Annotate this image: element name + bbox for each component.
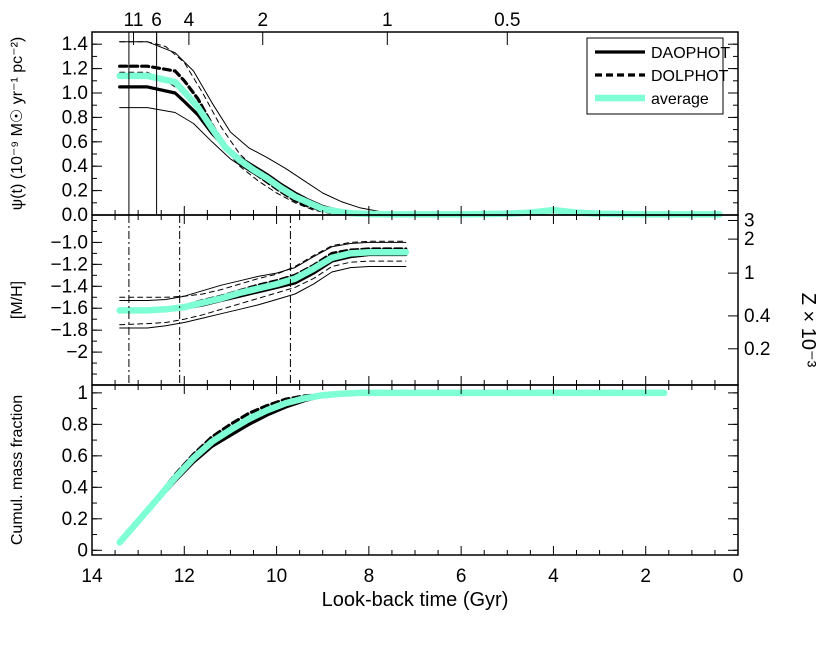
top-tick-label: 4 — [184, 10, 195, 31]
top-tick-label: 6 — [151, 10, 162, 31]
y-tick-label-sfr: 0.8 — [62, 107, 88, 128]
right-tick-label: 0.2 — [744, 339, 770, 360]
series-metallicity-average — [116, 249, 410, 314]
y-tick-label-cumulative: 0.4 — [62, 477, 89, 498]
series-cumulative-dolphot — [118, 391, 666, 544]
right-tick-label: 0.4 — [744, 306, 771, 327]
x-axis-title: Look-back time (Gyr) — [322, 589, 509, 611]
right-tick-label: 1 — [744, 263, 755, 284]
y-tick-label-sfr: 1.0 — [62, 83, 88, 104]
y-tick-label-metallicity: −2 — [66, 342, 88, 363]
legend-label-average: average — [651, 91, 709, 108]
y-tick-label-cumulative: 0.6 — [62, 446, 88, 467]
top-tick-label: 11 — [124, 10, 144, 31]
top-tick-label: 1 — [382, 10, 393, 31]
series-metallicity-lower-dashed — [119, 260, 407, 326]
legend-label-daophot: DAOPHOT — [651, 45, 730, 62]
x-tick-label: 6 — [456, 566, 467, 587]
top-tick-label: 2 — [257, 10, 268, 31]
series-metallicity-upper-thin — [119, 241, 407, 301]
series-sfr-dolphot-upper — [119, 41, 351, 214]
series-metallicity-dolphot — [118, 247, 408, 312]
right-tick-label: 2 — [744, 229, 755, 250]
x-tick-label: 14 — [81, 566, 103, 587]
y-tick-label-metallicity: −1.6 — [50, 298, 88, 319]
y-tick-label-metallicity: −1.0 — [50, 232, 88, 253]
y-tick-label-sfr: 0.6 — [62, 132, 88, 153]
series-cumulative-average — [116, 389, 668, 546]
series-sfr-average — [116, 72, 723, 218]
y-tick-label-cumulative: 0 — [77, 540, 88, 561]
y-tick-label-sfr: 0.4 — [62, 156, 89, 177]
y-tick-label-metallicity: −1.4 — [50, 276, 88, 297]
top-tick-label: 0.5 — [494, 10, 520, 31]
y-axis-title-sfr: ψ(t) (10⁻⁹ M☉ yr⁻¹ pc⁻²) — [9, 37, 26, 210]
legend-label-dolphot: DOLPHOT — [651, 68, 729, 85]
series-cumulative-daophot — [118, 391, 666, 544]
y-tick-label-metallicity: −1.2 — [50, 254, 88, 275]
y-tick-label-sfr: 0.0 — [62, 205, 88, 226]
y-tick-label-cumulative: 0.8 — [62, 414, 88, 435]
right-axis-title: Z × 10⁻³ — [797, 293, 819, 368]
y-tick-label-metallicity: −1.8 — [50, 320, 88, 341]
x-tick-label: 8 — [364, 566, 375, 587]
series-metallicity-lower-thin — [119, 266, 407, 329]
panel-frame-metallicity — [91, 214, 739, 386]
y-tick-label-cumulative: 1 — [77, 383, 88, 404]
x-tick-label: 0 — [733, 566, 744, 587]
y-tick-label-sfr: 1.4 — [62, 34, 89, 55]
x-tick-label: 4 — [548, 566, 559, 587]
x-tick-label: 2 — [640, 566, 651, 587]
panel-frame-cumulative — [91, 384, 739, 556]
right-tick-label: 3 — [744, 210, 755, 231]
y-axis-title-cumulative: Cumul. mass fraction — [9, 395, 26, 545]
x-tick-label: 12 — [174, 566, 195, 587]
series-metallicity-upper-dashed — [119, 240, 407, 298]
y-tick-label-sfr: 0.2 — [62, 181, 88, 202]
series-sfr-daophot-upper — [119, 41, 397, 215]
y-axis-title-metallicity: [M/H] — [9, 281, 26, 319]
x-tick-label: 10 — [266, 566, 287, 587]
y-tick-label-cumulative: 0.2 — [62, 509, 88, 530]
y-tick-label-sfr: 1.2 — [62, 59, 88, 80]
legend: DAOPHOT DOLPHOT average — [586, 37, 730, 115]
